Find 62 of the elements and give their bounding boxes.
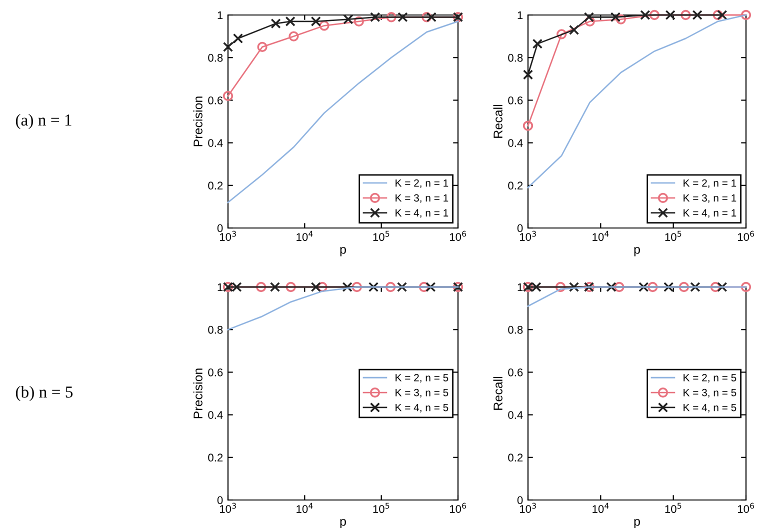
y-tick-label: 0.8 xyxy=(508,326,523,334)
text: (a) n = 1 xyxy=(16,114,72,130)
y-tick-label: 0 xyxy=(517,496,523,504)
x-tick-label: 10$^{5}$ xyxy=(665,230,682,241)
x-tick-label: 10$^{4}$ xyxy=(592,502,609,513)
x-axis-title: p xyxy=(340,518,346,528)
x-tick-label: 10$^{3}$ xyxy=(220,230,236,241)
y-tick-label: 0.4 xyxy=(208,411,223,419)
x-tick-label: 10$^{4}$ xyxy=(296,502,313,513)
y-tick-label: 1 xyxy=(518,11,523,20)
y-tick-label: 0.2 xyxy=(508,454,523,462)
legend-label: K = 3, n = 5 xyxy=(396,388,448,398)
y-axis-title: Recall xyxy=(493,376,502,410)
y-axis-title: Precision xyxy=(193,368,202,418)
y-tick-label: 0.4 xyxy=(508,139,523,147)
y-tick-label: 0.8 xyxy=(208,326,223,334)
y-tick-label: 0 xyxy=(217,496,223,504)
x-tick-label: 10$^{6}$ xyxy=(738,230,754,241)
x-tick-label: 10$^{6}$ xyxy=(450,230,466,241)
x-tick-label: 10$^{3}$ xyxy=(520,230,536,241)
x-tick-label: 10$^{6}$ xyxy=(738,502,754,513)
y-tick-label: 0.6 xyxy=(208,96,223,104)
legend-label: K = 2, n = 1 xyxy=(684,179,736,188)
legend-label: K = 3, n = 5 xyxy=(684,388,736,398)
legend-label: K = 2, n = 1 xyxy=(396,179,448,188)
legend-label: K = 3, n = 1 xyxy=(684,194,736,203)
y-tick-label: 0.2 xyxy=(208,454,223,462)
x-tick-label: 10$^{3}$ xyxy=(520,502,536,513)
y-tick-label: 0.4 xyxy=(508,411,523,419)
legend-label: K = 2, n = 5 xyxy=(396,374,448,383)
x-tick-label: 10$^{5}$ xyxy=(665,502,682,513)
y-tick-label: 0.4 xyxy=(208,139,223,147)
y-tick-label: 1 xyxy=(218,11,223,20)
y-axis-title: Precision xyxy=(193,96,202,146)
x-tick-label: 10$^{6}$ xyxy=(450,502,466,513)
legend-label: K = 2, n = 5 xyxy=(684,374,736,383)
y-axis-title: Recall xyxy=(493,104,502,138)
x-tick-label: 10$^{4}$ xyxy=(592,230,609,241)
legend-label: K = 3, n = 1 xyxy=(396,194,448,203)
legend-label: K = 4, n = 1 xyxy=(396,209,448,218)
legend-label: K = 4, n = 5 xyxy=(396,404,448,412)
y-tick-label: 0 xyxy=(517,224,523,232)
x-tick-label: 10$^{4}$ xyxy=(296,230,313,241)
y-tick-label: 1 xyxy=(518,283,523,292)
legend-label: K = 4, n = 1 xyxy=(684,209,736,218)
x-tick-label: 10$^{5}$ xyxy=(373,230,390,241)
y-tick-label: 0.6 xyxy=(508,368,523,376)
y-tick-label: 0 xyxy=(217,224,223,232)
y-tick-label: 0.6 xyxy=(208,368,223,376)
y-tick-label: 0.8 xyxy=(508,54,523,62)
legend-label: K = 4, n = 5 xyxy=(684,404,736,412)
y-tick-label: 0.8 xyxy=(208,54,223,62)
x-axis-title: p xyxy=(634,246,640,256)
y-tick-label: 0.6 xyxy=(508,96,523,104)
y-tick-label: 0.2 xyxy=(508,182,523,190)
x-axis-title: p xyxy=(340,246,346,256)
y-tick-label: 1 xyxy=(218,283,223,292)
x-axis-title: p xyxy=(634,518,640,528)
x-tick-label: 10$^{3}$ xyxy=(220,502,236,513)
y-tick-label: 0.2 xyxy=(208,182,223,190)
x-tick-label: 10$^{5}$ xyxy=(373,502,390,513)
text: (b) n = 5 xyxy=(16,386,73,402)
